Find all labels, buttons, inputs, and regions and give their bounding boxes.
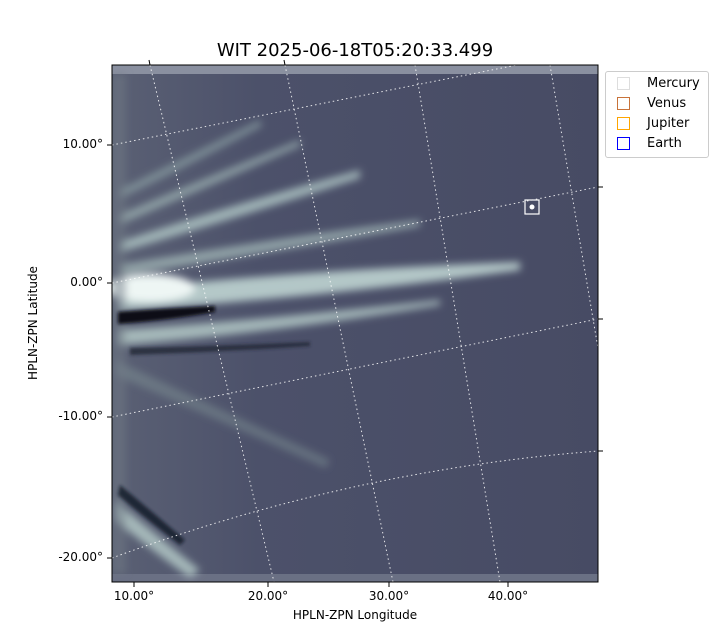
x-tick-label: 20.00° (247, 589, 289, 603)
y-tick-label: -20.00° (58, 550, 103, 564)
coordinate-grid (112, 65, 598, 582)
legend-label: Earth (647, 135, 682, 151)
legend-item-earth: Earth (617, 135, 682, 151)
legend-swatch (617, 76, 630, 90)
x-tick-label: 30.00° (368, 589, 410, 603)
dark-lanes (118, 306, 310, 545)
legend-item-jupiter: Jupiter (617, 115, 689, 131)
legend-label: Venus (647, 95, 687, 111)
legend-item-mercury: Mercury (617, 75, 700, 91)
legend: Mercury Venus Jupiter Earth (605, 71, 709, 158)
legend-label: Jupiter (647, 115, 690, 131)
legend-swatch (617, 136, 630, 150)
legend-swatch (617, 116, 630, 130)
tick-marks (107, 59, 603, 587)
legend-label: Mercury (647, 75, 700, 91)
y-axis-label: HPLN-ZPN Latitude (26, 266, 40, 380)
legend-item-venus: Venus (617, 95, 686, 111)
solar-image (112, 65, 598, 582)
x-axis-label: HPLN-ZPN Longitude (292, 608, 418, 622)
legend-swatch (617, 96, 630, 110)
x-tick-label: 10.00° (113, 589, 155, 603)
y-tick-label: 0.00° (70, 275, 103, 289)
y-tick-label: -10.00° (58, 409, 103, 423)
streamers (112, 74, 520, 578)
earth-marker (524, 199, 540, 215)
y-tick-label: 10.00° (62, 137, 103, 151)
chart-title: WIT 2025-06-18T05:20:33.499 (216, 40, 494, 61)
earth-point (529, 204, 535, 210)
x-tick-label: 40.00° (487, 589, 529, 603)
axes-frame (111, 64, 599, 583)
